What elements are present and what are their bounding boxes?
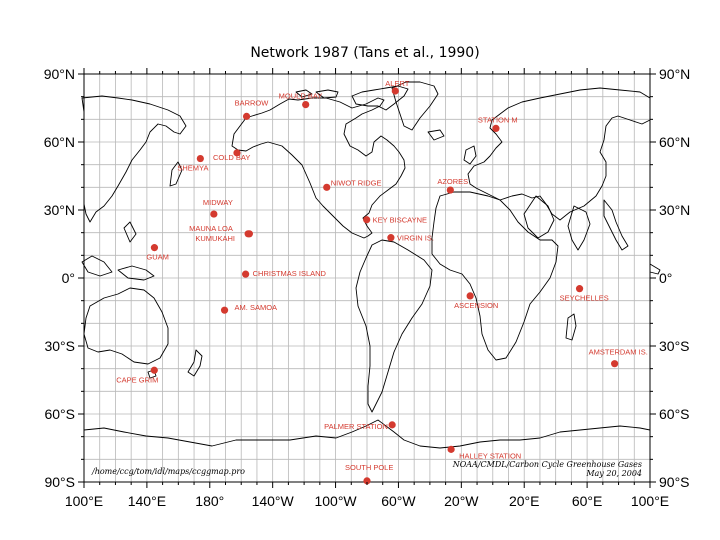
station-label: ALERT	[385, 79, 409, 88]
footer-path: /home/ccg/tom/idl/maps/ccggmap.pro	[91, 467, 245, 476]
station-label: STATION M	[478, 115, 518, 124]
latitude-labels-right: 90°N 60°N 30°N 0° 30°S 60°S 90°S	[659, 66, 690, 490]
station-label: SOUTH POLE	[345, 463, 393, 472]
station-marker	[575, 285, 584, 293]
station-label: SHEMYA	[177, 164, 208, 173]
station-label: KUMUKAHI	[195, 234, 235, 243]
station-label: BARROW	[235, 98, 270, 107]
station-label: HALLEY STATION	[459, 451, 521, 460]
longitude-labels: 100°E 140°E 180° 140°W 100°W 60°W 20°W 20°E 60°E…	[65, 68, 669, 509]
lat-tick-label-right: 30°S	[659, 338, 690, 354]
lon-tick-label: 20°E	[509, 493, 540, 509]
lon-tick-label: 180°	[195, 493, 224, 509]
station-marker	[245, 230, 253, 238]
latitude-labels-left: 90°N 60°N 30°N 0° 30°S 60°S 90°S	[44, 66, 75, 490]
station-marker	[150, 366, 158, 374]
station-label: COLD BAY	[213, 153, 250, 162]
station-label: AZORES	[437, 177, 468, 186]
station-label: AM. SAMOA	[235, 303, 278, 312]
lon-tick-label: 140°W	[252, 493, 295, 509]
station-label: MAUNA LOA	[189, 224, 233, 233]
station-marker	[466, 292, 474, 300]
lat-tick-label-left: 90°N	[44, 66, 75, 82]
lon-tick-label: 100°E	[65, 493, 103, 509]
station-marker	[447, 445, 455, 453]
lat-tick-label-left: 60°S	[44, 406, 75, 422]
station-label: GUAM	[146, 253, 169, 262]
station-label: ASCENSION	[454, 301, 498, 310]
station-label: SEYCHELLES	[560, 294, 609, 303]
lon-tick-label: 100°E	[631, 493, 669, 509]
station-marker	[323, 183, 331, 191]
lat-tick-label-left: 0°	[62, 270, 75, 286]
lon-tick-label: 100°W	[314, 493, 357, 509]
lat-tick-label-right: 90°S	[659, 474, 690, 490]
lat-tick-label-left: 60°N	[44, 134, 75, 150]
station-marker	[196, 154, 204, 163]
station-marker	[363, 216, 371, 224]
station-marker	[611, 360, 619, 368]
station-marker	[492, 124, 500, 132]
station-label: MIDWAY	[203, 198, 233, 207]
station-marker	[242, 112, 251, 120]
station-marker	[391, 87, 399, 95]
lat-tick-label-left: 30°N	[44, 202, 75, 218]
station-marker	[388, 421, 396, 429]
coastlines	[81, 81, 661, 483]
lon-tick-label: 140°E	[128, 493, 166, 509]
lat-tick-label-left: 30°S	[44, 338, 75, 354]
graticule-grid	[83, 73, 651, 483]
lat-tick-label-right: 30°N	[659, 202, 690, 218]
station-marker	[242, 270, 250, 278]
footer-date: May 20, 2004	[585, 469, 642, 478]
station-label: MOULD BAY	[279, 92, 323, 101]
lat-tick-label-right: 60°N	[659, 134, 690, 150]
station-marker	[302, 101, 310, 109]
station-markers: ALERT MOULD BAY BARROW STATION M COLD BAY SHE…	[116, 79, 648, 485]
station-marker	[220, 306, 229, 314]
station-marker	[210, 210, 218, 218]
lat-tick-label-right: 90°N	[659, 66, 690, 82]
station-marker	[363, 477, 371, 485]
station-label: AMSTERDAM IS.	[589, 348, 648, 357]
station-label: PALMER STATION	[324, 422, 388, 431]
lon-tick-label: 60°W	[381, 493, 416, 509]
lon-tick-label: 20°W	[444, 493, 479, 509]
station-label: KEY BISCAYNE	[373, 216, 427, 225]
lat-tick-label-right: 0°	[659, 270, 672, 286]
station-marker	[446, 186, 454, 194]
station-label: CHRISTMAS ISLAND	[253, 269, 327, 278]
footer-credit: NOAA/CMDL/Carbon Cycle Greenhouse Gases	[452, 460, 642, 469]
lon-tick-label: 60°E	[572, 493, 603, 509]
station-label: NIWOT RIDGE	[331, 178, 382, 187]
map-title: Network 1987 (Tans et al., 1990)	[250, 45, 479, 61]
station-label: CAPE GRIM	[116, 375, 158, 384]
lat-tick-label-left: 90°S	[44, 474, 75, 490]
station-marker	[233, 149, 241, 157]
station-marker	[387, 234, 395, 242]
lat-tick-label-right: 60°S	[659, 406, 690, 422]
station-label: VIRGIN IS.	[397, 234, 434, 243]
station-marker	[150, 244, 159, 252]
